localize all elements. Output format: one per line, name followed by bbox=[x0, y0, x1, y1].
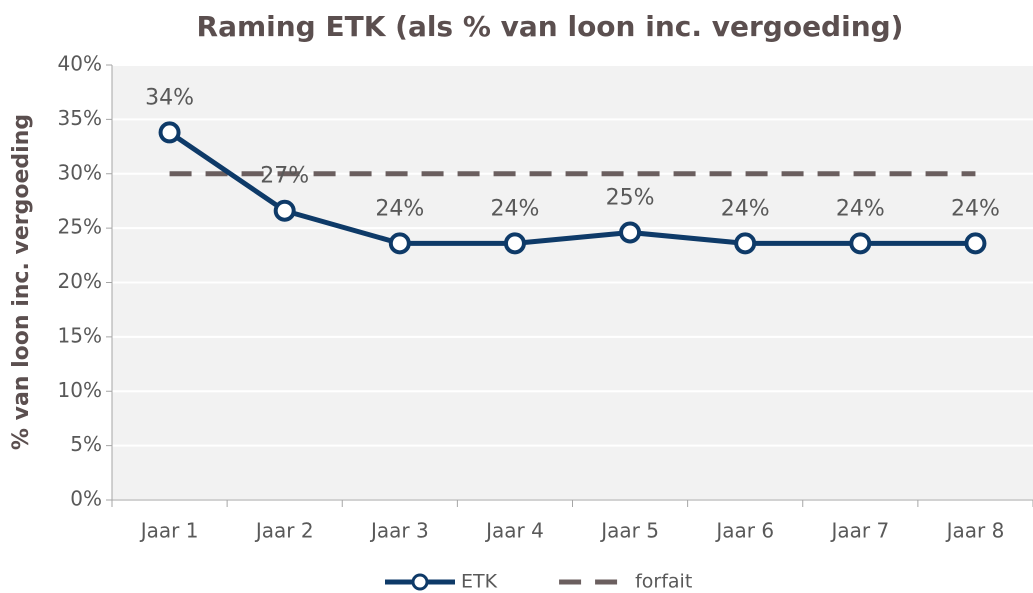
marker bbox=[964, 232, 987, 255]
y-tick-label: 35% bbox=[58, 106, 102, 130]
y-axis-label: % van loon inc. vergoeding bbox=[9, 114, 34, 450]
marker bbox=[503, 232, 526, 255]
x-tick-label: Jaar 8 bbox=[945, 519, 1005, 543]
x-tick-label: Jaar 7 bbox=[829, 519, 889, 543]
data-label: 24% bbox=[490, 196, 539, 221]
x-tick-label: Jaar 2 bbox=[254, 519, 314, 543]
data-label: 24% bbox=[375, 196, 424, 221]
marker bbox=[619, 221, 642, 244]
y-tick-label: 20% bbox=[58, 269, 102, 293]
data-label: 27% bbox=[260, 164, 309, 189]
data-label: 24% bbox=[836, 196, 885, 221]
marker bbox=[158, 121, 181, 144]
y-tick-label: 30% bbox=[58, 160, 102, 184]
marker bbox=[273, 199, 296, 222]
y-tick-label: 0% bbox=[70, 487, 102, 511]
chart-title: Raming ETK (als % van loon inc. vergoedi… bbox=[197, 10, 904, 43]
marker bbox=[388, 232, 411, 255]
data-label: 24% bbox=[951, 196, 1000, 221]
data-label: 25% bbox=[606, 185, 655, 210]
line bbox=[168, 130, 976, 246]
y-tick-label: 40% bbox=[58, 52, 102, 76]
marker bbox=[734, 232, 757, 255]
y-tick-label: 10% bbox=[58, 378, 102, 402]
x-tick-label: Jaar 1 bbox=[139, 519, 199, 543]
legend-label: forfait bbox=[635, 571, 692, 593]
x-tick-label: Jaar 6 bbox=[714, 519, 774, 543]
data-label: 24% bbox=[721, 196, 770, 221]
x-tick-label: Jaar 5 bbox=[599, 519, 659, 543]
data-label: 34% bbox=[145, 85, 194, 110]
y-tick-label: 15% bbox=[58, 323, 102, 347]
x-tick-label: Jaar 4 bbox=[484, 519, 544, 543]
legend-label: ETK bbox=[461, 571, 498, 593]
y-tick-label: 5% bbox=[70, 432, 102, 456]
y-tick-label: 25% bbox=[58, 215, 102, 239]
marker bbox=[849, 232, 872, 255]
x-tick-label: Jaar 3 bbox=[369, 519, 429, 543]
legend-marker bbox=[411, 573, 429, 591]
